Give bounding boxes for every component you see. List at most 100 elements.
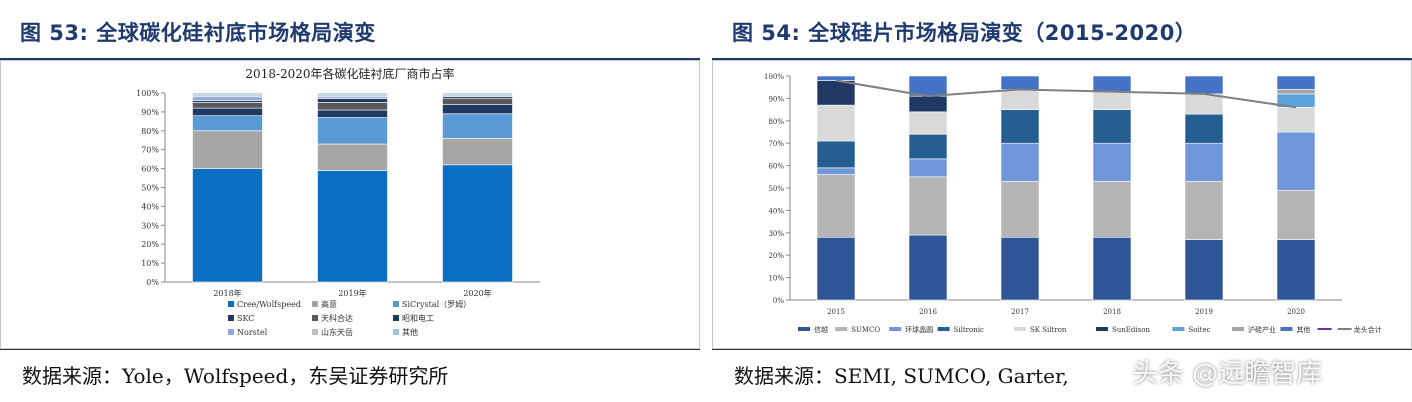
legend-label: SUMCO bbox=[851, 326, 880, 334]
source-rule-right bbox=[712, 349, 1412, 350]
x-tick-label: 2017 bbox=[1011, 308, 1029, 316]
y-tick-label: 30% bbox=[768, 230, 784, 238]
legend-label: 龙头合计 bbox=[1354, 325, 1382, 334]
bar-segment bbox=[1092, 109, 1132, 144]
source-right: 数据来源：SEMI, SUMCO, Garter, bbox=[734, 364, 1069, 388]
title-rule-left bbox=[0, 58, 700, 60]
legend-label: 其他 bbox=[1296, 325, 1310, 334]
y-tick-label: 90% bbox=[141, 108, 159, 117]
bar-segment bbox=[816, 104, 856, 142]
bar-segment bbox=[908, 133, 948, 160]
bar-segment bbox=[192, 96, 263, 101]
legend-label: 山东天岳 bbox=[321, 327, 353, 337]
bar-segment bbox=[192, 130, 263, 169]
y-tick-label: 0% bbox=[146, 278, 159, 287]
bar-segment bbox=[1000, 142, 1040, 182]
source-rule-left bbox=[0, 349, 700, 350]
bar-segment bbox=[1000, 180, 1040, 238]
chart-border bbox=[0, 60, 700, 349]
x-tick-label: 2018 bbox=[1103, 308, 1121, 316]
bar-segment bbox=[816, 236, 856, 301]
figure-title-right: 图 54: 全球硅片市场格局演变（2015-2020） bbox=[732, 21, 1197, 45]
legend-swatch bbox=[393, 329, 399, 335]
legend-label: 环球晶圆 bbox=[905, 325, 933, 334]
y-tick-label: 50% bbox=[141, 184, 159, 193]
bar-segment bbox=[816, 167, 856, 175]
legend-swatch bbox=[312, 315, 318, 321]
y-tick-label: 10% bbox=[768, 275, 784, 283]
bar-segment bbox=[1000, 236, 1040, 301]
x-tick-label: 2015 bbox=[827, 308, 845, 316]
y-tick-label: 100% bbox=[136, 89, 159, 98]
legend-label: SKC bbox=[237, 314, 254, 323]
bar-segment bbox=[317, 102, 388, 111]
figure-panel-left: 图 53: 全球碳化硅衬底市场格局演变 2018-2020年各碳化硅衬底厂商市占… bbox=[0, 0, 700, 402]
bar-segment bbox=[442, 138, 513, 166]
x-tick-label: 2018年 bbox=[213, 288, 241, 298]
bar-segment bbox=[1184, 93, 1224, 115]
x-tick-label: 2016 bbox=[919, 308, 937, 316]
source-left: 数据来源：Yole，Wolfspeed，东吴证券研究所 bbox=[22, 364, 449, 388]
bar-segment bbox=[442, 92, 513, 96]
legend-swatch bbox=[1172, 327, 1185, 331]
y-tick-label: 70% bbox=[768, 140, 784, 148]
bar-segment bbox=[192, 107, 263, 116]
legend-swatch bbox=[228, 329, 234, 335]
bar-segment bbox=[1184, 180, 1224, 240]
legend-swatch bbox=[228, 315, 234, 321]
y-tick-label: 0% bbox=[773, 297, 784, 305]
bar-segment bbox=[442, 113, 513, 139]
x-tick-label: 2019年 bbox=[338, 288, 366, 298]
legend-swatch bbox=[312, 301, 318, 307]
legend-label: SK Siltron bbox=[1030, 326, 1067, 334]
bar-segment bbox=[1092, 75, 1132, 92]
bar-segment bbox=[1276, 239, 1316, 301]
bar-segment bbox=[1092, 142, 1132, 182]
bar-segment bbox=[908, 234, 948, 301]
line-series-total bbox=[835, 79, 1297, 109]
legend-swatch bbox=[798, 327, 810, 331]
bar-segment bbox=[908, 95, 948, 113]
y-tick-label: 90% bbox=[768, 95, 784, 103]
legend-label: SiCrystal（罗姆） bbox=[402, 299, 471, 309]
legend-swatch bbox=[228, 301, 234, 307]
bar-segment bbox=[317, 98, 388, 103]
bar-segment bbox=[192, 102, 263, 109]
legend-swatch bbox=[1232, 327, 1244, 331]
legend-label: 信越 bbox=[814, 325, 828, 334]
legend-swatch bbox=[1096, 327, 1108, 331]
legend-swatch bbox=[312, 329, 318, 335]
bar-segment bbox=[1276, 107, 1316, 133]
bar-segment bbox=[1092, 180, 1132, 238]
bar-segment bbox=[1276, 131, 1316, 191]
bar-segment bbox=[1276, 75, 1316, 90]
y-tick-label: 30% bbox=[141, 221, 159, 230]
bar-segment bbox=[1000, 89, 1040, 110]
legend-swatch bbox=[835, 327, 848, 331]
bar-segment bbox=[1000, 109, 1040, 144]
legend-label: 天科合达 bbox=[321, 313, 353, 323]
bar-segment bbox=[317, 170, 388, 283]
figure-panel-right: 图 54: 全球硅片市场格局演变（2015-2020） 0% 10% 20% 30% 4… bbox=[712, 0, 1412, 402]
y-tick-label: 70% bbox=[141, 146, 159, 155]
bar-segment bbox=[192, 115, 263, 132]
legend-label: 其他 bbox=[402, 327, 418, 337]
legend-label: Cree/Wolfspeed bbox=[237, 300, 301, 309]
legend-label: Norstel bbox=[237, 328, 268, 337]
y-tick-label: 20% bbox=[141, 240, 159, 249]
legend-label: 高意 bbox=[321, 299, 337, 309]
figure-title-left: 图 53: 全球碳化硅衬底市场格局演变 bbox=[20, 21, 376, 45]
legend-swatch bbox=[393, 301, 399, 307]
bar-segment bbox=[192, 92, 263, 96]
y-tick-label: 50% bbox=[768, 185, 784, 193]
legend-label: 沪硅产业 bbox=[1248, 325, 1276, 334]
bar-segment bbox=[442, 164, 513, 283]
bar-segment bbox=[816, 140, 856, 169]
x-tick-label: 2020年 bbox=[463, 288, 491, 298]
y-tick-label: 20% bbox=[768, 252, 784, 260]
bar-segment bbox=[908, 158, 948, 178]
bar-segment bbox=[816, 75, 856, 81]
x-tick-label: 2019 bbox=[1195, 308, 1213, 316]
bar-segment bbox=[816, 80, 856, 106]
bar-segment bbox=[192, 168, 263, 283]
